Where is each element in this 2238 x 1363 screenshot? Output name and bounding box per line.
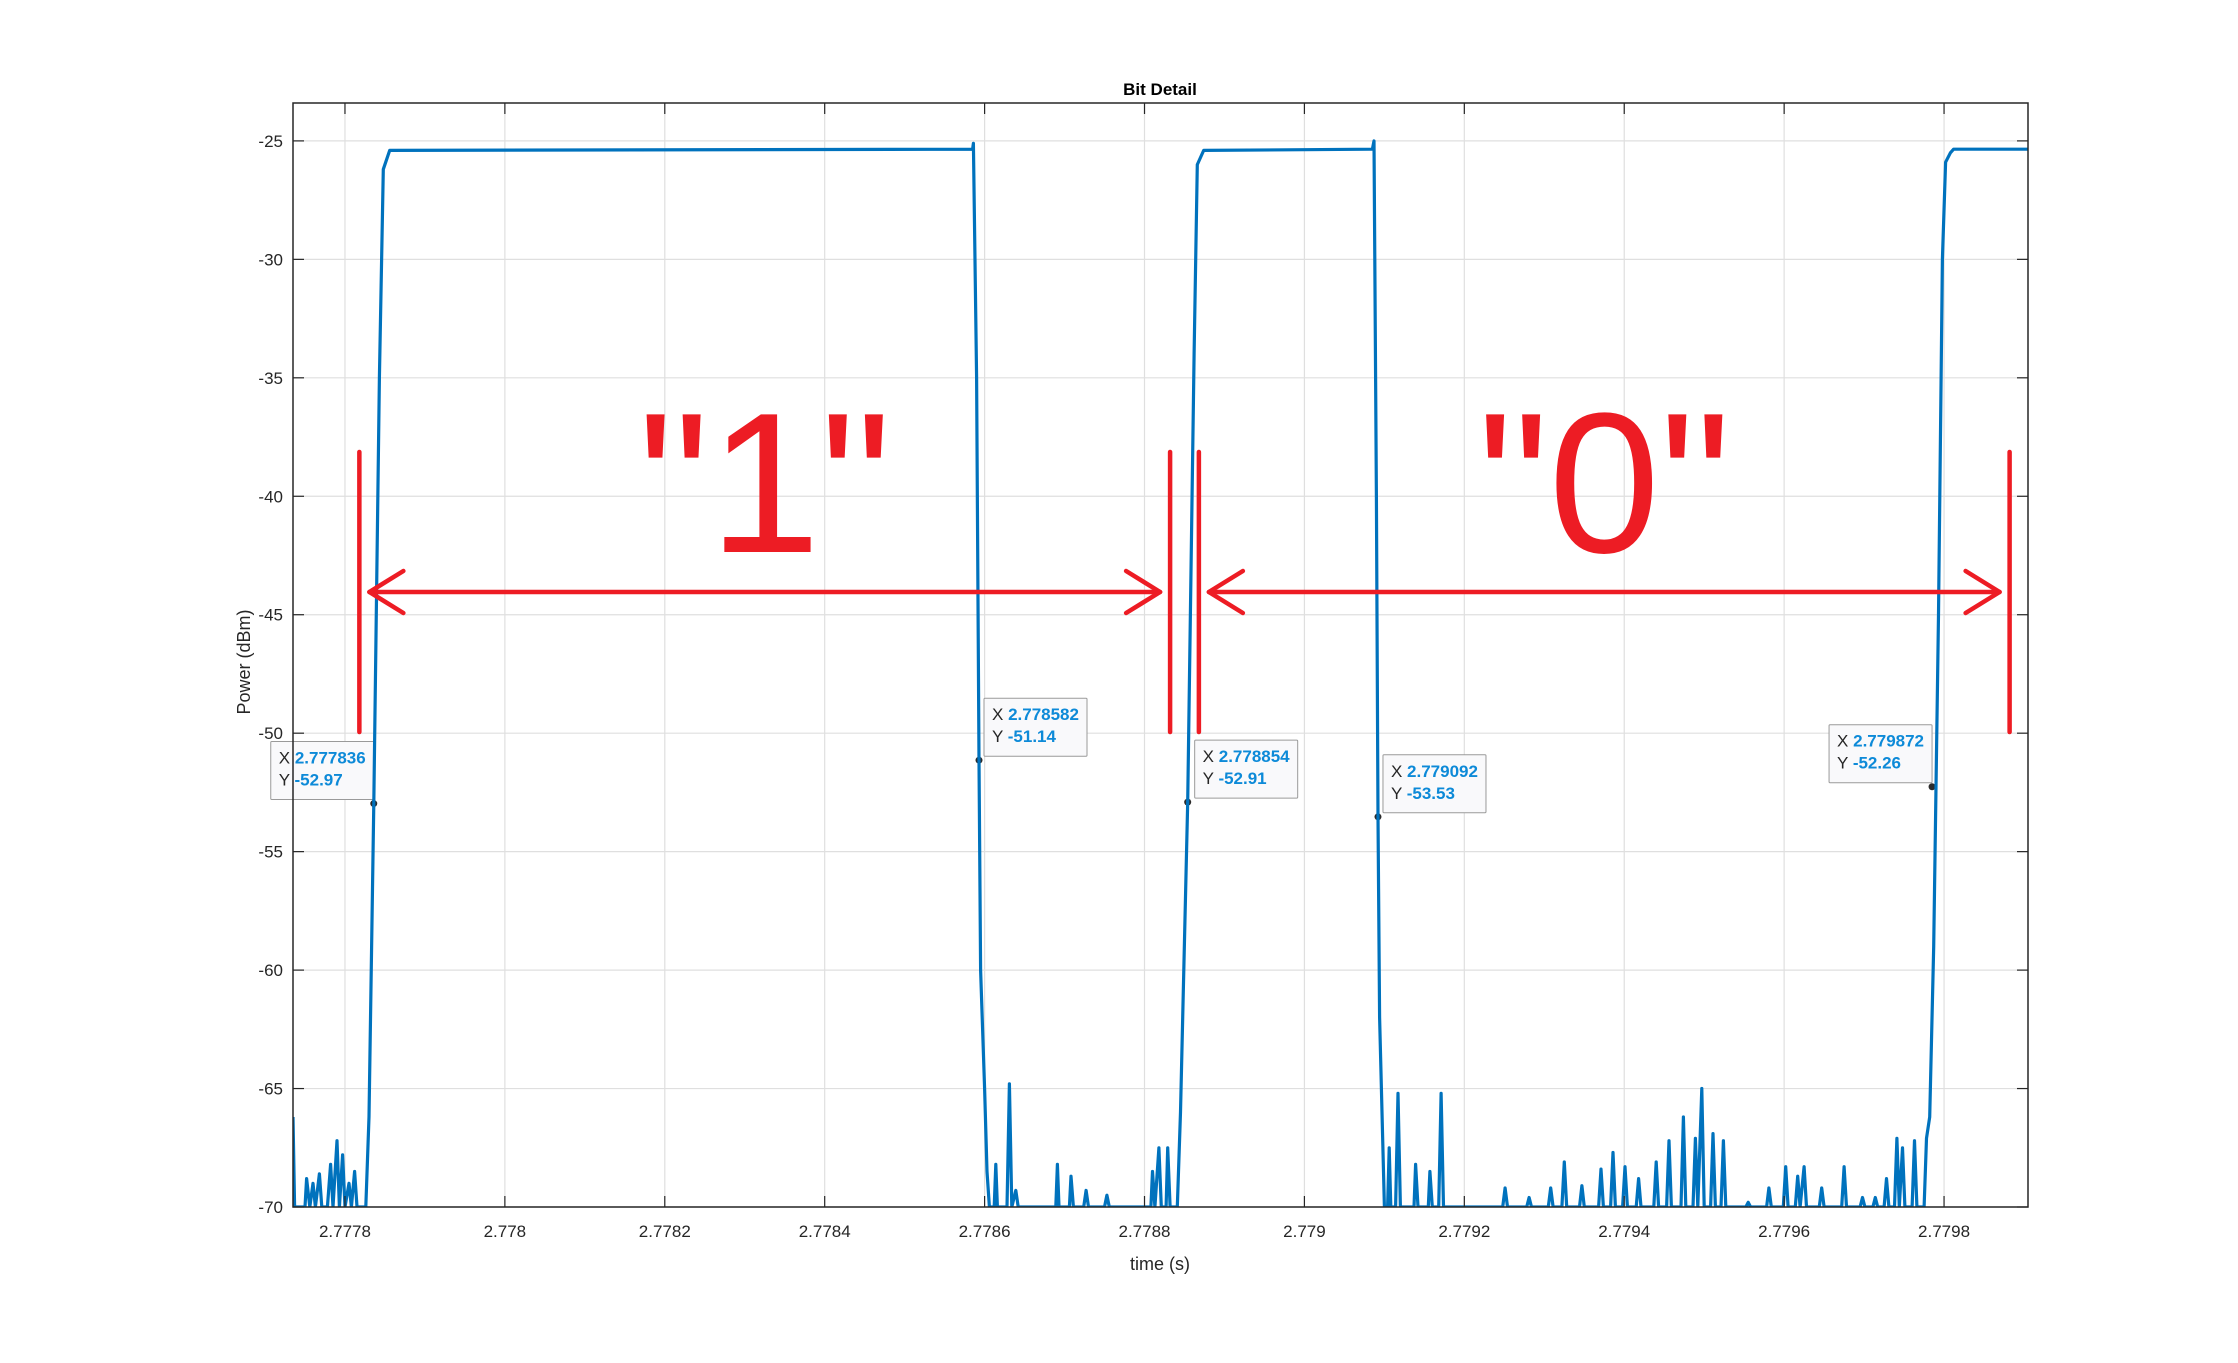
y-tick-label: -60 [258,961,283,980]
x-tick-label: 2.7786 [959,1222,1011,1241]
datatip-marker [1928,783,1936,791]
datatip-y-value: -51.14 [1008,727,1057,746]
datatip-y-value: -52.26 [1853,754,1901,773]
datatip-x: X 2.779872 [1837,732,1924,751]
datatip-y-label: Y [1391,784,1407,803]
chart-title: Bit Detail [1123,80,1197,99]
y-tick-label: -65 [258,1080,283,1099]
datatip-x-value: 2.779872 [1853,732,1924,751]
y-tick-label: -45 [258,606,283,625]
arrow-head-right [1963,568,2002,616]
datatip-box [1828,724,1933,784]
y-tick-label: -50 [258,724,283,743]
datatip-y: Y -53.53 [1391,784,1455,803]
series-layer [293,139,2028,1207]
x-tick-label: 2.7778 [319,1222,371,1241]
datatip-box [1194,739,1299,799]
plot-frame [292,102,2029,1208]
grid [293,103,2028,1208]
datatip-y-label: Y [1837,754,1853,773]
x-axis-label: time (s) [1130,1254,1190,1274]
power-trace [293,139,2028,1207]
datatip-box [1382,754,1487,814]
datatip-x-value: 2.778582 [1008,705,1079,724]
annotations: "1" "0" [357,372,2012,735]
x-tick-label: 2.779 [1283,1222,1326,1241]
plot-area [293,103,2028,1207]
datatip-y: Y -51.14 [992,727,1057,746]
x-tick-label: 2.7792 [1438,1222,1490,1241]
x-tick-label: 2.7788 [1119,1222,1171,1241]
bit-annotation [1196,449,2012,735]
y-axis-label: Power (dBm) [234,609,254,714]
datatip-y-value: -53.53 [1407,784,1455,803]
x-tick-label: 2.7782 [639,1222,691,1241]
datatip-y-value: -52.91 [1218,769,1266,788]
datatip-x: X 2.779092 [1391,762,1478,781]
datatip-x-label: X [992,705,1008,724]
arrow-head-left [1206,568,1246,616]
bit-value-label: "0" [1478,372,1731,595]
datatip-x-value: 2.777836 [295,749,366,768]
datatip-y: Y -52.26 [1837,754,1901,773]
x-tick-label: 2.7796 [1758,1222,1810,1241]
y-tick-label: -55 [258,843,283,862]
arrow-head-right [1123,568,1163,616]
datatip-x-label: X [1391,762,1407,781]
y-tick-label: -70 [258,1198,283,1217]
datatip-x: X 2.778854 [1203,747,1291,766]
datatip-y-label: Y [279,771,295,790]
datatip-x-label: X [1203,747,1219,766]
y-tick-label: -40 [258,487,283,506]
datatip-y: Y -52.97 [279,771,343,790]
arrow-head-left [367,568,406,616]
y-tick-label: -30 [258,250,283,269]
x-tick-label: 2.7794 [1598,1222,1650,1241]
x-tick-label: 2.7798 [1918,1222,1970,1241]
datatip-x-label: X [279,749,295,768]
datatip-x: X 2.777836 [279,749,366,768]
datatip-y: Y -52.91 [1203,769,1267,788]
datatip-x: X 2.778582 [992,705,1079,724]
x-tick-label: 2.778 [484,1222,527,1241]
datatip-x-value: 2.779092 [1407,762,1478,781]
y-tick-label: -35 [258,369,283,388]
x-tick-label: 2.7784 [799,1222,851,1241]
datatip-y-label: Y [992,727,1008,746]
y-tick-label: -25 [258,132,283,151]
ticks: 2.7778 2.778 2.7782 2.7784 2.7786 2.7788 2.779… [258,103,2028,1241]
datatip-x-label: X [1837,732,1853,751]
bit-value-label: "1" [638,372,891,595]
datatip-x-value: 2.778854 [1219,747,1290,766]
datatip-box [983,697,1088,757]
bit-annotation [357,449,1173,735]
datatip-y-value: -52.97 [295,771,343,790]
datatip-y-label: Y [1203,769,1219,788]
